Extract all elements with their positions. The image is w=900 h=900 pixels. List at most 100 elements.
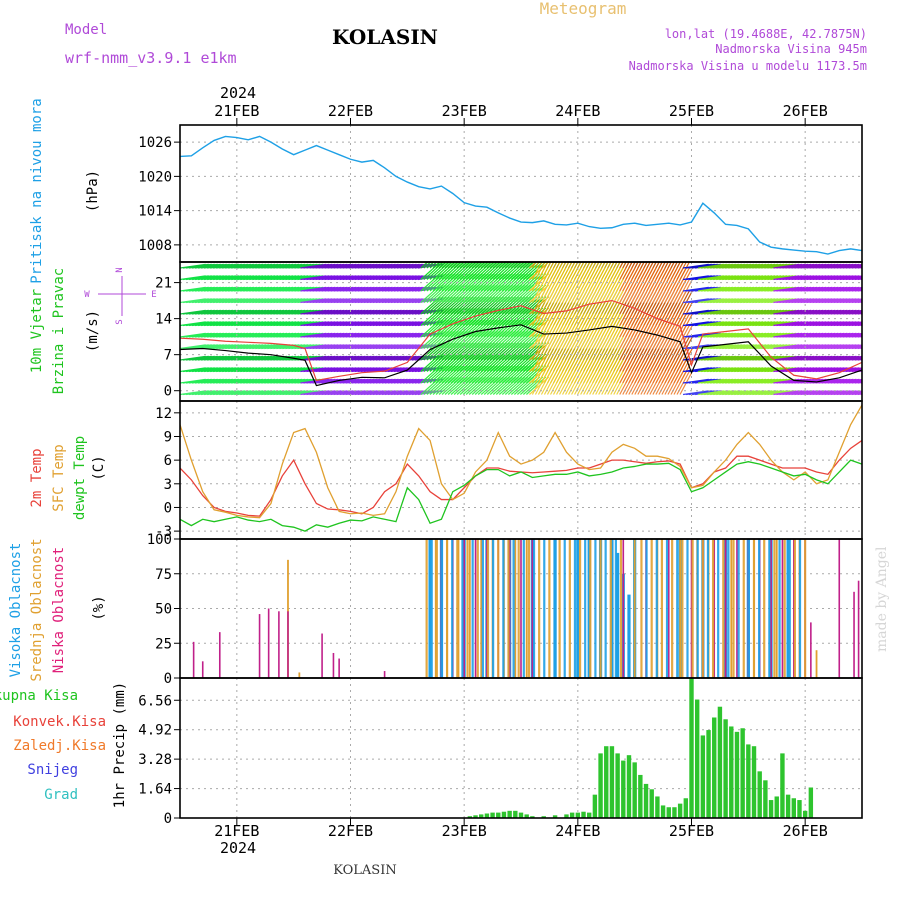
cloud-bar (627, 594, 631, 678)
cloud-bar (428, 539, 432, 678)
precip-bar (507, 810, 512, 818)
wind-barb (492, 262, 501, 269)
cloud-bar (514, 539, 517, 678)
cloud-bar (538, 539, 541, 678)
cloud-bar (589, 539, 592, 678)
wind-barb (555, 262, 561, 269)
compass-north: N (115, 267, 125, 272)
precip-bar (473, 815, 478, 818)
cloud-bar (512, 539, 515, 678)
precip-bar (808, 787, 814, 818)
precip-bar (467, 816, 473, 818)
cloud-bar (640, 539, 643, 678)
cloud-bar (757, 539, 761, 678)
wind-ytick-label: 14 (155, 312, 172, 328)
cloud-bar (857, 580, 860, 678)
precip-bar (700, 735, 706, 818)
year-top: 2024 (220, 84, 256, 102)
station-elevation: Nadmorska Visina 945m (715, 42, 867, 56)
precip-bar (751, 746, 757, 818)
pressure-ytick-label: 1014 (138, 204, 172, 220)
wind-barb (543, 262, 549, 269)
wind-barb (860, 267, 862, 269)
wind-barb (646, 262, 651, 269)
wind-barb (628, 262, 633, 269)
cloud-bar (492, 539, 495, 678)
cloud-bar (783, 539, 786, 678)
precip-bar (484, 813, 490, 818)
cloud-bar (671, 539, 674, 678)
wind-barb (583, 262, 588, 269)
compass-south: S (115, 319, 125, 324)
precip-bar (479, 814, 484, 818)
cloud-bar (660, 539, 664, 678)
cloud-bar (724, 539, 727, 678)
cloud-bar (665, 539, 669, 678)
cloud-bar (599, 539, 602, 678)
time-label-top: 26FEB (783, 102, 828, 120)
wind-barb (429, 262, 438, 269)
wind-barb (664, 262, 669, 269)
wind-barb (540, 262, 546, 269)
time-label-top: 24FEB (555, 102, 600, 120)
wind-barb (577, 262, 582, 269)
wind-barb (634, 262, 639, 269)
wind-barb (652, 262, 657, 269)
wind-barb (604, 262, 609, 269)
compass-west: W (84, 290, 90, 300)
wind-barb (649, 262, 654, 269)
precip-bar (768, 800, 774, 818)
precip-bar (587, 812, 592, 818)
cloud-bar (525, 539, 528, 678)
cloud-bar (474, 539, 477, 678)
precip-bar (717, 706, 723, 818)
wind-barb (586, 262, 591, 269)
cloud-ytick-label: 75 (155, 567, 172, 583)
wind-barb (489, 262, 498, 269)
cloud-bar (742, 539, 745, 678)
cloud-bar (679, 539, 682, 678)
precip-bar (581, 811, 586, 818)
wind-barb (562, 262, 567, 269)
wind-barb (471, 262, 480, 269)
cloud-bar (480, 539, 483, 678)
wind-barb (501, 262, 510, 269)
wind-barb (447, 262, 456, 269)
wind-barb (589, 262, 594, 269)
wind-barb (423, 262, 432, 269)
cloud-bar (732, 539, 735, 678)
cloud-bar (481, 539, 484, 678)
precip-bar (609, 746, 615, 818)
wind-barb (432, 262, 441, 269)
wind-barb (441, 262, 450, 269)
cloud-bar (686, 539, 689, 678)
wind-barb (546, 262, 552, 269)
time-label-bottom: 21FEB (214, 822, 259, 840)
cloud-bar (793, 539, 796, 678)
wind-barb (860, 370, 862, 373)
temp-side-label-2: SFC Temp (51, 444, 67, 511)
wind-barb (860, 313, 862, 315)
precip-ytick-label: 6.56 (138, 693, 172, 709)
cloud-bar (430, 539, 433, 678)
cloud-bar (736, 539, 738, 678)
wind-barb (519, 262, 528, 269)
cloud-bar (717, 539, 720, 678)
precip-frame (179, 677, 863, 819)
precip-bar (689, 678, 694, 818)
wind-barb (513, 262, 522, 269)
temperature-ytick-label: 3 (164, 477, 172, 493)
wind-barb (459, 262, 468, 269)
pressure-ytick-label: 1020 (138, 169, 172, 185)
cloud-ytick-label: 25 (155, 636, 172, 652)
wind-ytick-label: 0 (164, 384, 172, 400)
cloud-bar (722, 539, 725, 678)
wind-barb (860, 324, 862, 327)
wind-ytick-label: 7 (164, 348, 172, 364)
cloud-bar (578, 539, 582, 678)
cloud-bar (701, 539, 704, 678)
wind-barb (640, 262, 645, 269)
wind-barb (522, 262, 531, 269)
precip-ytick-label: 3.28 (138, 752, 172, 768)
wind-barb (598, 262, 603, 269)
